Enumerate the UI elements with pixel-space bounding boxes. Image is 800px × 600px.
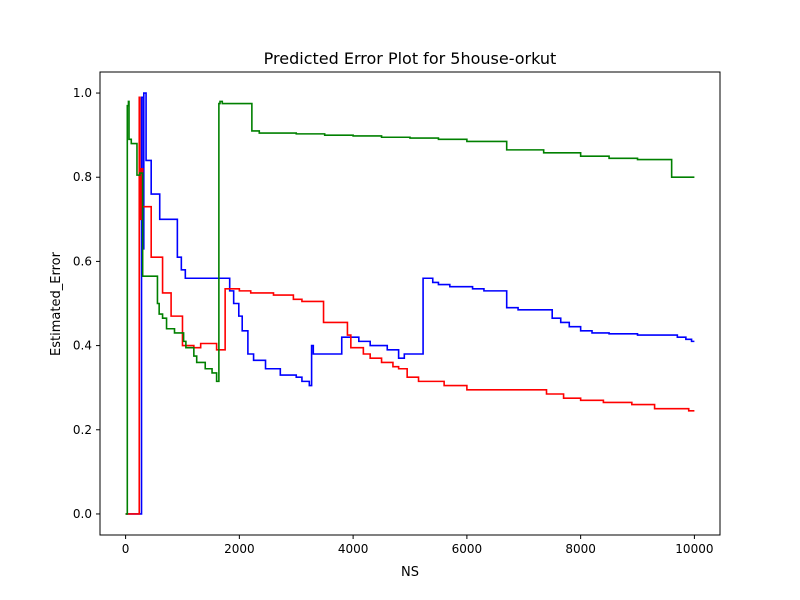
chart-title: Predicted Error Plot for 5house-orkut bbox=[264, 49, 557, 68]
y-tick-label: 0.4 bbox=[73, 339, 92, 353]
y-axis-label: Estimated_Error bbox=[49, 251, 64, 356]
y-tick-label: 0.0 bbox=[73, 507, 92, 521]
x-axis-ticks: 0 2000 4000 6000 8000 10000 bbox=[122, 535, 713, 556]
x-tick-label: 8000 bbox=[565, 542, 596, 556]
series-layer bbox=[125, 92, 695, 515]
x-tick-label: 2000 bbox=[224, 542, 255, 556]
y-tick-label: 0.6 bbox=[73, 254, 92, 268]
plot-area bbox=[100, 72, 720, 535]
series-line-1 bbox=[125, 92, 695, 515]
series-line-3 bbox=[125, 100, 695, 515]
plot-frame bbox=[99, 71, 721, 536]
x-tick-label: 10000 bbox=[675, 542, 713, 556]
x-axis-label: NS bbox=[401, 565, 419, 580]
y-tick-label: 0.8 bbox=[73, 170, 92, 184]
y-axis-ticks: 0.0 0.2 0.4 0.6 0.8 1.0 bbox=[73, 86, 100, 521]
x-tick-label: 6000 bbox=[452, 542, 483, 556]
series-line-2 bbox=[125, 96, 695, 515]
x-tick-label: 0 bbox=[122, 542, 130, 556]
x-tick-label: 4000 bbox=[338, 542, 369, 556]
y-tick-label: 0.2 bbox=[73, 423, 92, 437]
y-tick-label: 1.0 bbox=[73, 86, 92, 100]
